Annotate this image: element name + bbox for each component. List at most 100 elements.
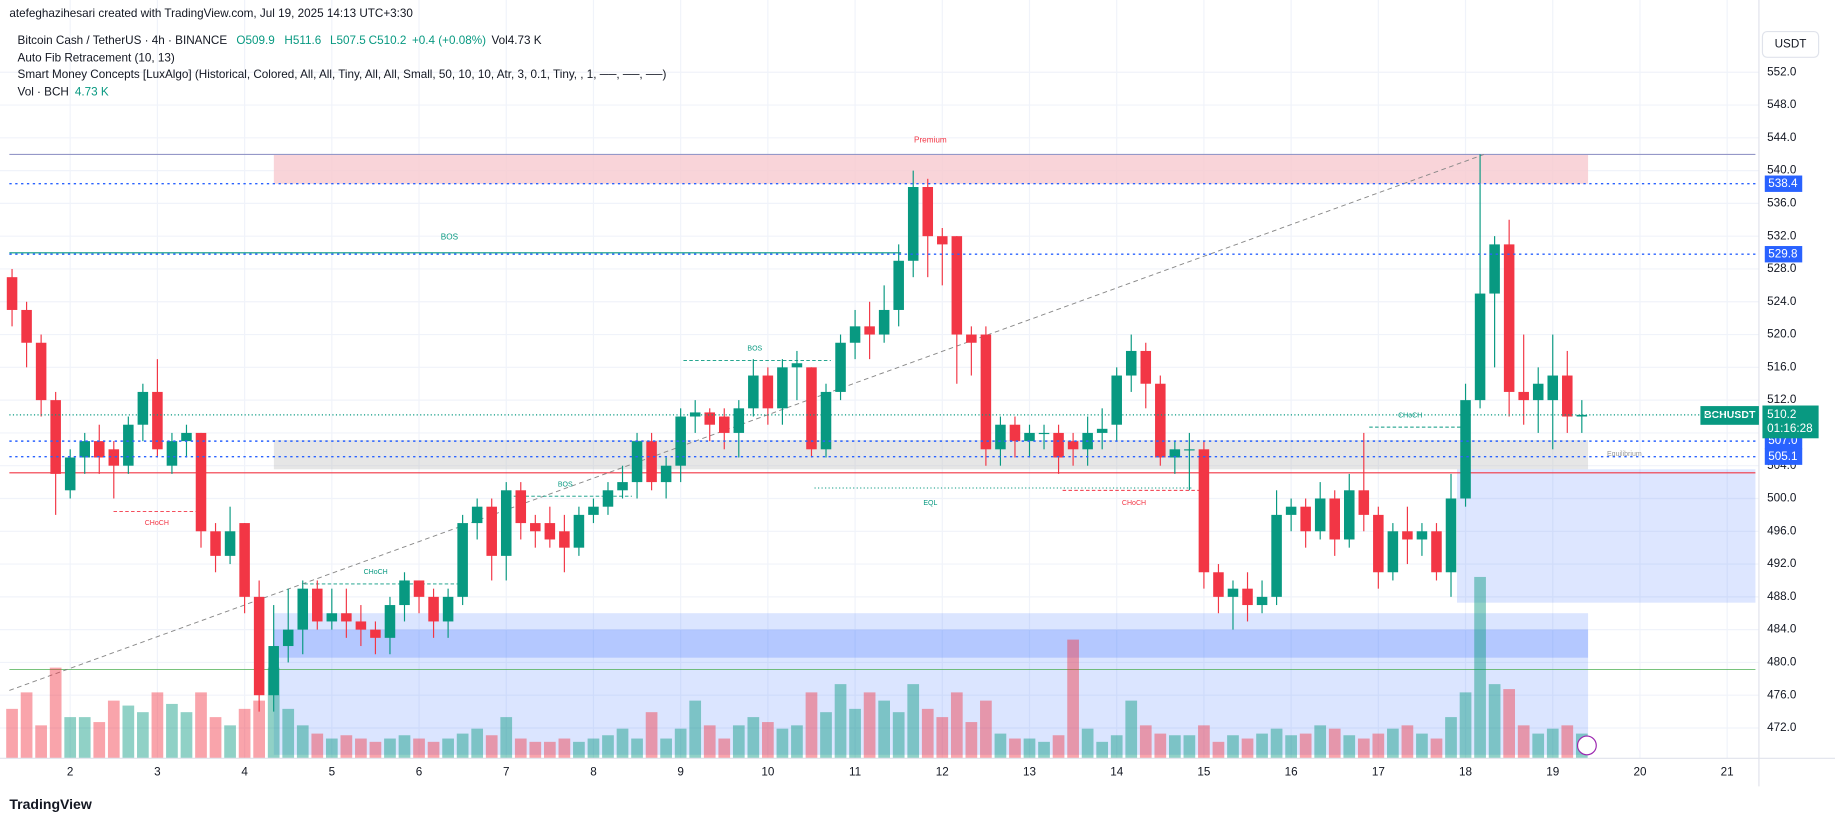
volume-bar [950, 692, 963, 759]
price-label-bg [1764, 246, 1803, 263]
ohlc-low: L507.5 [330, 34, 366, 47]
x-tick-label: 13 [1023, 765, 1036, 778]
x-tick-label: 7 [503, 765, 510, 778]
price-label: 538.4 [1768, 177, 1798, 190]
volume-bar [1154, 733, 1167, 759]
volume-bar [1314, 725, 1327, 759]
volume-bar [49, 667, 62, 759]
annotation: BOS [558, 481, 573, 488]
candle-body [1314, 498, 1326, 532]
candle-body [1373, 514, 1384, 573]
volume-bar [573, 741, 585, 759]
volume-bar [1023, 738, 1036, 759]
volume-bar [253, 700, 265, 759]
volume-bar [20, 692, 33, 759]
volume-bar [1256, 733, 1268, 759]
candle-body [1242, 588, 1253, 606]
x-tick-label: 21 [1721, 765, 1734, 778]
candle-body [1460, 400, 1471, 499]
candle-body [1169, 449, 1181, 458]
vol-value: 4.73 K [75, 86, 109, 99]
y-tick-label: 512.0 [1767, 393, 1797, 406]
volume-bar [689, 700, 702, 759]
candle-body [1213, 572, 1224, 597]
y-tick-label: 500.0 [1767, 492, 1797, 505]
x-tick-label: 3 [154, 765, 161, 778]
candle-body [500, 490, 512, 556]
y-tick-label: 536.0 [1767, 196, 1797, 209]
candle-body [384, 605, 396, 638]
volume-bar [1546, 728, 1559, 759]
price-label-bg [1764, 448, 1803, 465]
candle-body [1532, 383, 1544, 401]
candle-body [1402, 531, 1413, 540]
candle-body [428, 596, 439, 622]
candle-body [544, 523, 556, 540]
candle-body [733, 408, 745, 433]
order-block [1456, 469, 1756, 603]
candle-body [1562, 375, 1573, 417]
candle-body [282, 629, 294, 647]
volume-bar [1561, 725, 1574, 759]
candle-body [137, 391, 149, 425]
annotation: CHoCH [1398, 412, 1422, 419]
volume-bar [849, 708, 861, 759]
x-tick-label: 19 [1546, 765, 1559, 778]
y-tick-label: 532.0 [1767, 229, 1797, 242]
volume-bar [500, 717, 513, 759]
volume-bar [137, 712, 149, 759]
y-tick-label: 496.0 [1767, 524, 1797, 537]
y-tick-label: 544.0 [1767, 131, 1797, 144]
candle-body [341, 613, 352, 622]
candle-body [907, 187, 919, 261]
candle-body [951, 236, 963, 335]
volume-bar [340, 735, 353, 759]
candle-body [35, 342, 47, 401]
currency[interactable]: USDT [1775, 38, 1807, 51]
volume-bar [282, 708, 295, 759]
volume-bar [369, 741, 382, 759]
volume-bar [1328, 728, 1341, 759]
x-tick-label: 14 [1110, 765, 1124, 778]
volume-bar [427, 741, 440, 759]
volume-bar [413, 738, 425, 759]
volume-bar [122, 705, 135, 759]
volume-bar [1416, 733, 1428, 759]
volume-bar [1270, 728, 1283, 759]
y-tick-label: 480.0 [1767, 656, 1797, 669]
candle-body [718, 416, 730, 433]
ohlc-close: C510.2 [369, 34, 407, 47]
candle-body [704, 412, 715, 425]
candle-body [210, 531, 221, 556]
y-tick-label: 472.0 [1767, 721, 1797, 734]
volume-bar [1372, 733, 1385, 759]
volume-bar [1459, 692, 1472, 759]
candle-body [966, 334, 977, 343]
countdown: 01:16:28 [1767, 422, 1813, 435]
volume-bar [805, 692, 818, 759]
ohlc-high: H511.6 [284, 34, 321, 47]
candle-body [268, 646, 279, 696]
candle-body [1125, 350, 1137, 376]
volume-bar [1445, 717, 1457, 759]
volume-bar [616, 728, 629, 759]
candle-body [1387, 531, 1399, 573]
volume-bar [878, 700, 890, 759]
candle-body [1489, 244, 1500, 294]
candle-body [1576, 414, 1588, 417]
x-tick-label: 9 [677, 765, 684, 778]
volume-bar [384, 738, 396, 759]
volume-bar [1503, 689, 1515, 759]
candle-body [413, 580, 425, 597]
currency-button[interactable] [1761, 31, 1820, 58]
volume-bar [151, 692, 164, 759]
alert-icon[interactable] [1576, 735, 1597, 756]
x-tick-label: 5 [329, 765, 336, 778]
volume-bar [776, 728, 789, 759]
candle-body [1227, 588, 1239, 597]
volume-bar [1227, 735, 1239, 759]
candle-body [486, 506, 497, 556]
candle-body [602, 490, 614, 507]
candle-body [777, 367, 788, 409]
